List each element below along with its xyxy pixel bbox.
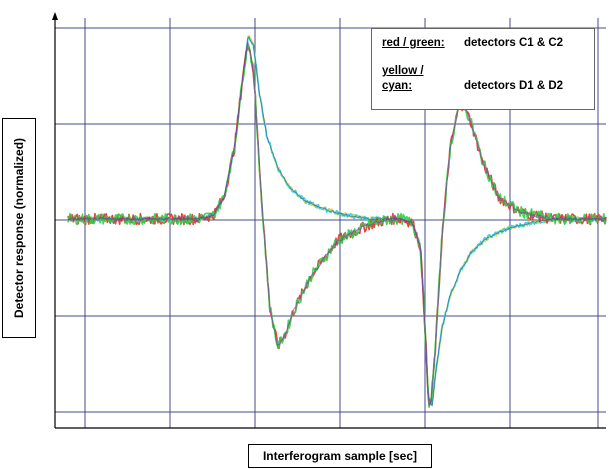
legend-value-d-detectors: detectors D1 & D2 <box>464 80 564 92</box>
legend-key-red-green: red / green: <box>382 37 445 49</box>
y-axis-label: Detector response (normalized) <box>2 118 36 338</box>
series-outline-d <box>67 36 607 407</box>
x-axis-label: Interferogram sample [sec] <box>248 444 432 468</box>
legend: red / green: detectors C1 & C2 yellow / … <box>371 28 595 110</box>
legend-key-cyan: cyan: <box>382 80 413 92</box>
legend-value-c-detectors: detectors C1 & C2 <box>464 37 564 49</box>
y-axis-label-text: Detector response (normalized) <box>12 137 26 319</box>
y-axis-arrow <box>52 12 58 20</box>
legend-key-yellow: yellow / <box>382 65 424 77</box>
series-outline-c <box>67 40 607 406</box>
